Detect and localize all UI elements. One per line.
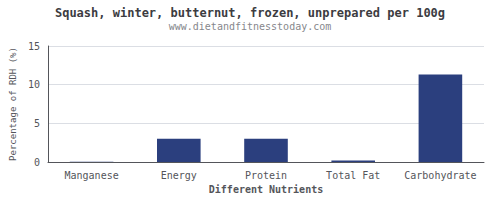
svg-text:Total Fat: Total Fat — [326, 170, 380, 181]
svg-text:Manganese: Manganese — [65, 170, 119, 181]
svg-text:5: 5 — [34, 118, 40, 129]
svg-text:Squash, winter, butternut, fro: Squash, winter, butternut, frozen, unpre… — [55, 6, 445, 20]
svg-text:10: 10 — [28, 79, 40, 90]
svg-text:15: 15 — [28, 41, 40, 52]
svg-text:Protein: Protein — [245, 170, 287, 181]
svg-text:Energy: Energy — [161, 170, 197, 181]
svg-text:Carbohydrate: Carbohydrate — [404, 170, 476, 181]
svg-text:www.dietandfitnesstoday.com: www.dietandfitnesstoday.com — [169, 21, 332, 32]
svg-text:0: 0 — [34, 157, 40, 168]
svg-text:Different Nutrients: Different Nutrients — [209, 184, 323, 195]
svg-text:Percentage of RDH (%): Percentage of RDH (%) — [8, 47, 18, 161]
